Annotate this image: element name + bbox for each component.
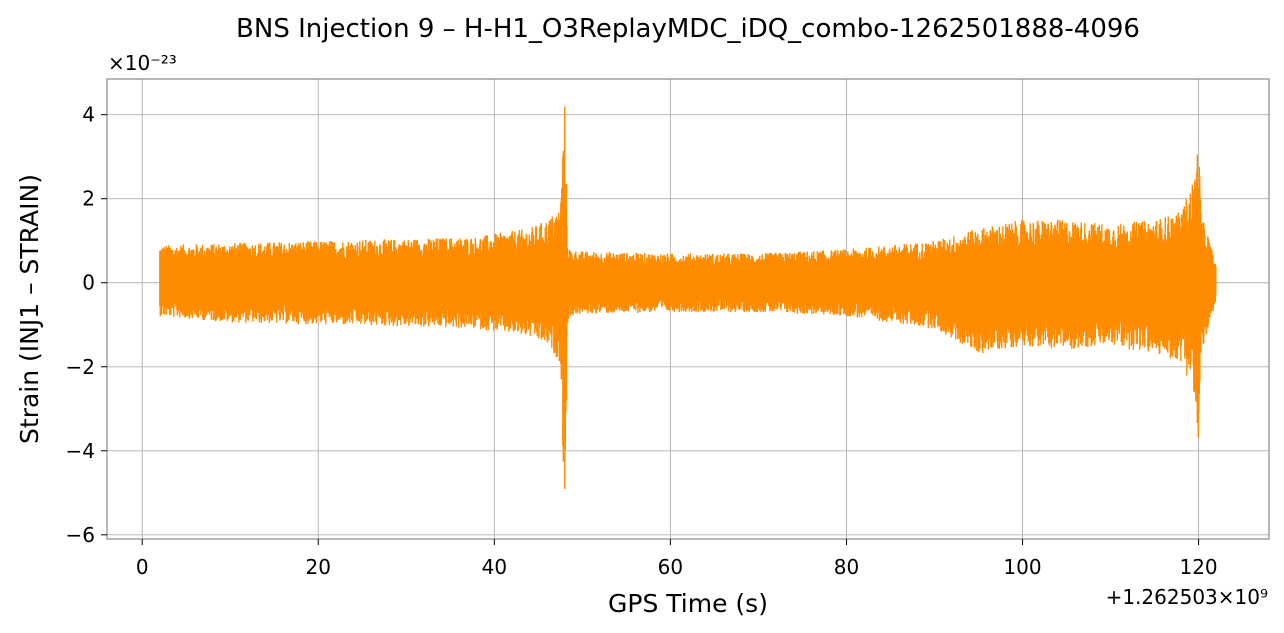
y-tick-label: 2 <box>82 187 95 211</box>
x-tick-label: 20 <box>306 555 331 579</box>
y-tick-label: 4 <box>82 103 95 127</box>
x-tick-label: 0 <box>136 555 149 579</box>
x-tick-label: 80 <box>834 555 859 579</box>
plot-frame <box>106 78 1270 540</box>
x-tick-label: 100 <box>1003 555 1041 579</box>
tick-layer: 0 20 40 60 80 100 120 −6 −4 −2 0 2 4 <box>66 103 1218 579</box>
strain-series-line <box>159 106 1217 490</box>
y-tick-label: −2 <box>66 355 95 379</box>
x-tick-label: 60 <box>658 555 683 579</box>
y-tick-label: −6 <box>66 523 95 547</box>
x-tick-label: 40 <box>482 555 507 579</box>
y-exponent-label: ×10⁻²³ <box>108 51 177 75</box>
x-offset-label: +1.262503×10⁹ <box>1106 585 1268 609</box>
series-layer <box>159 106 1217 490</box>
y-tick-label: −4 <box>66 439 95 463</box>
y-tick-label: 0 <box>82 271 95 295</box>
x-axis-label: GPS Time (s) <box>608 589 768 618</box>
x-tick-label: 120 <box>1179 555 1217 579</box>
y-axis-label: Strain (INJ1 – STRAIN) <box>15 174 44 444</box>
chart-title: BNS Injection 9 – H-H1_O3ReplayMDC_iDQ_c… <box>236 14 1140 44</box>
